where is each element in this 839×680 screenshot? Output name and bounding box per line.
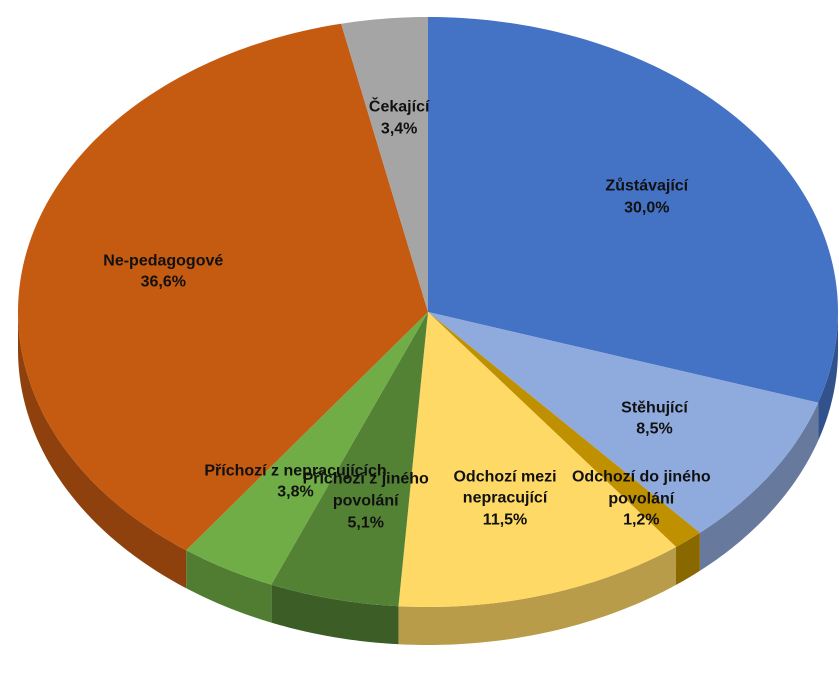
data-label: Čekající 3,4%: [369, 97, 429, 140]
value-label: 3,4%: [380, 120, 418, 138]
slice: [341, 17, 428, 312]
category-label: Ne-pedagogové: [103, 252, 224, 270]
slice: [428, 17, 838, 403]
slice-side: [818, 312, 838, 441]
value-label: 3,8%: [277, 483, 314, 501]
data-label: Stěhující 8,5%: [621, 397, 688, 440]
slice-side: [676, 532, 700, 585]
slice-side: [18, 312, 187, 589]
data-label: Zůstávající 30,0%: [605, 176, 688, 219]
data-label: Příchozí z nepracujících 3,8%: [204, 460, 386, 503]
value-label: 11,5%: [482, 511, 528, 529]
category-label: Zůstávající: [605, 177, 689, 195]
slice: [428, 312, 819, 533]
data-label: Příchozí z jiného povolání 5,1%: [271, 469, 461, 534]
data-label: Odchozí mezi nepracující 11,5%: [410, 466, 600, 531]
category-label: Odchozí mezi nepracující: [453, 468, 557, 507]
slice: [271, 312, 428, 607]
slice: [186, 312, 428, 585]
category-label: Stěhující: [621, 398, 688, 416]
slice-side: [398, 546, 677, 645]
slice: [428, 312, 700, 547]
slice: [398, 312, 677, 607]
category-label: Příchozí z nepracujících: [204, 462, 387, 480]
slice: [18, 23, 429, 551]
value-label: 5,1%: [347, 514, 384, 532]
slice-side: [699, 402, 819, 571]
value-label: 1,2%: [623, 511, 660, 529]
value-label: 30,0%: [624, 199, 670, 217]
value-label: 36,6%: [140, 273, 186, 291]
category-label: Čekající: [368, 98, 430, 116]
value-label: 8,5%: [636, 420, 673, 438]
category-label: Odchozí do jiného povolání: [571, 468, 711, 508]
category-label: Příchozí z jiného povolání: [302, 471, 429, 510]
slice-side: [271, 584, 399, 645]
slice-side: [186, 550, 272, 623]
data-label: Odchozí do jiného povolání 1,2%: [546, 467, 736, 532]
data-label: Ne-pedagogové 36,6%: [103, 250, 223, 293]
